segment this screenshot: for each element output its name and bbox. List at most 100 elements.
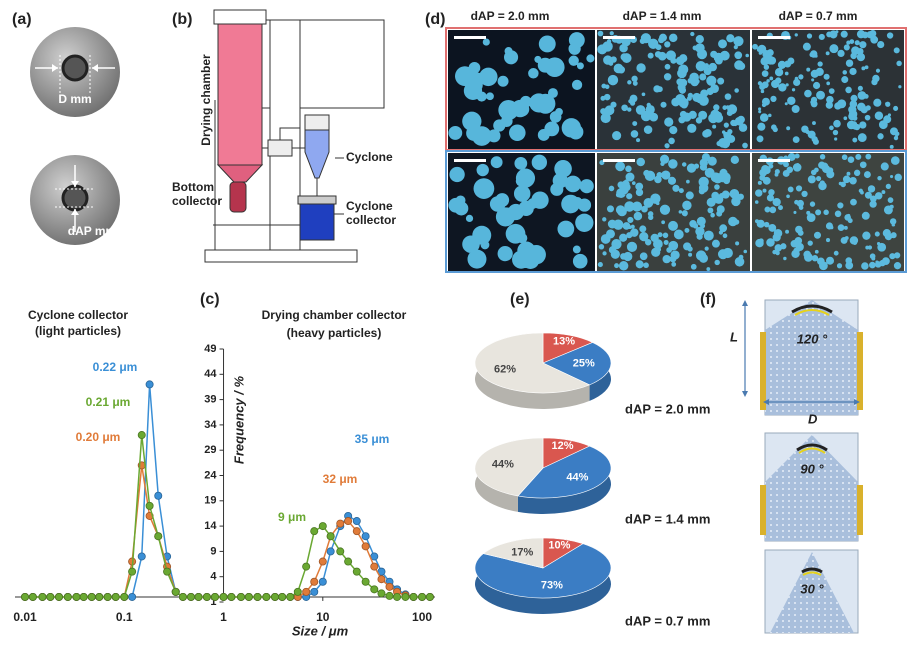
column-header: dAP = 2.0 mm	[471, 9, 550, 23]
pie-label: 73%	[541, 579, 563, 591]
scale-bar	[758, 159, 790, 162]
pie-label: 62%	[494, 364, 516, 376]
pie-label: 25%	[573, 357, 595, 369]
disc-label: dAP mm	[68, 224, 116, 238]
data-point	[38, 592, 47, 601]
pie-slice	[474, 543, 612, 599]
particles	[448, 32, 595, 146]
dryer-label: Cyclone	[346, 199, 393, 213]
dimension-label: D	[808, 411, 818, 426]
dryer-label: collector	[346, 213, 396, 227]
particles	[448, 154, 594, 269]
data-point	[63, 592, 72, 601]
annotation: 0.20 μm	[76, 430, 121, 444]
data-point	[271, 592, 280, 601]
data-point	[20, 592, 29, 601]
data-point	[79, 592, 88, 601]
particles	[597, 153, 748, 271]
data-point	[310, 527, 319, 536]
leader-line	[334, 157, 344, 215]
data-point	[72, 592, 81, 601]
data-point	[202, 592, 211, 601]
data-point	[361, 532, 370, 541]
chart-title: (heavy particles)	[287, 326, 382, 340]
dryer-label: Bottom	[172, 180, 214, 194]
angle-label: 90 °	[800, 461, 824, 476]
y-tick-label: 24	[204, 469, 217, 481]
data-point	[103, 592, 112, 601]
pie-slice	[474, 332, 591, 394]
y-tick-label: 9	[210, 545, 216, 557]
disc-label: D mm	[58, 92, 91, 106]
y-tick-label: 29	[204, 444, 216, 456]
pie-label: 13%	[553, 335, 575, 347]
chart-title: (light particles)	[35, 324, 121, 338]
data-point	[54, 592, 63, 601]
data-point	[344, 557, 353, 566]
data-point	[145, 501, 154, 510]
annotation: 0.22 μm	[93, 360, 138, 374]
x-axis-label: Size / μm	[292, 623, 349, 638]
data-point	[154, 491, 163, 500]
data-point	[210, 592, 219, 601]
data-point	[154, 532, 163, 541]
panel-label: (f)	[700, 291, 716, 308]
data-point	[326, 532, 335, 541]
dryer-label: Drying chamber	[199, 54, 213, 146]
data-point	[87, 592, 96, 601]
data-point	[377, 589, 386, 598]
data-point	[137, 552, 146, 561]
data-point	[237, 592, 246, 601]
data-point	[425, 592, 434, 601]
data-point	[352, 517, 361, 526]
data-point	[385, 582, 394, 591]
data-point	[418, 592, 427, 601]
row-frame	[445, 150, 907, 273]
data-point	[111, 592, 120, 601]
column-header: dAP = 0.7 mm	[779, 9, 858, 23]
data-point	[318, 577, 327, 586]
chart-title: Drying chamber collector	[262, 308, 407, 322]
data-point	[344, 517, 353, 526]
chart-title: Cyclone collector	[28, 308, 128, 322]
scale-bar	[454, 36, 486, 39]
data-point	[318, 522, 327, 531]
pie-slice	[542, 342, 612, 386]
data-point	[219, 592, 228, 601]
panel-label: (b)	[172, 11, 192, 28]
data-point	[95, 592, 104, 601]
data-point	[393, 592, 402, 601]
data-point	[361, 577, 370, 586]
pie-label: 12%	[552, 440, 574, 452]
pie-label: 44%	[492, 459, 514, 471]
scale-bar	[603, 159, 635, 162]
data-point	[128, 567, 137, 576]
data-point	[361, 542, 370, 551]
dryer-label: collector	[172, 194, 222, 208]
data-point	[278, 592, 287, 601]
data-point	[186, 592, 195, 601]
x-tick-label: 0.01	[13, 610, 37, 624]
dryer-label: Cyclone	[346, 150, 393, 164]
series-line	[25, 465, 430, 598]
annotation: 32 μm	[323, 472, 358, 486]
data-point	[286, 592, 295, 601]
data-point	[194, 592, 203, 601]
data-point	[262, 592, 271, 601]
dimension-label: L	[730, 329, 738, 344]
data-point	[326, 547, 335, 556]
data-point	[336, 547, 345, 556]
y-tick-label: 49	[204, 343, 216, 355]
annotation: 35 μm	[355, 432, 390, 446]
annotation: 0.21 μm	[86, 395, 131, 409]
data-point	[352, 527, 361, 536]
data-point	[302, 562, 311, 571]
pie-slice	[517, 445, 612, 499]
particles	[752, 30, 902, 149]
scale-bar	[603, 36, 635, 39]
spray-dryer	[204, 9, 385, 263]
y-tick-label: 4	[210, 571, 217, 583]
data-point	[137, 431, 146, 440]
